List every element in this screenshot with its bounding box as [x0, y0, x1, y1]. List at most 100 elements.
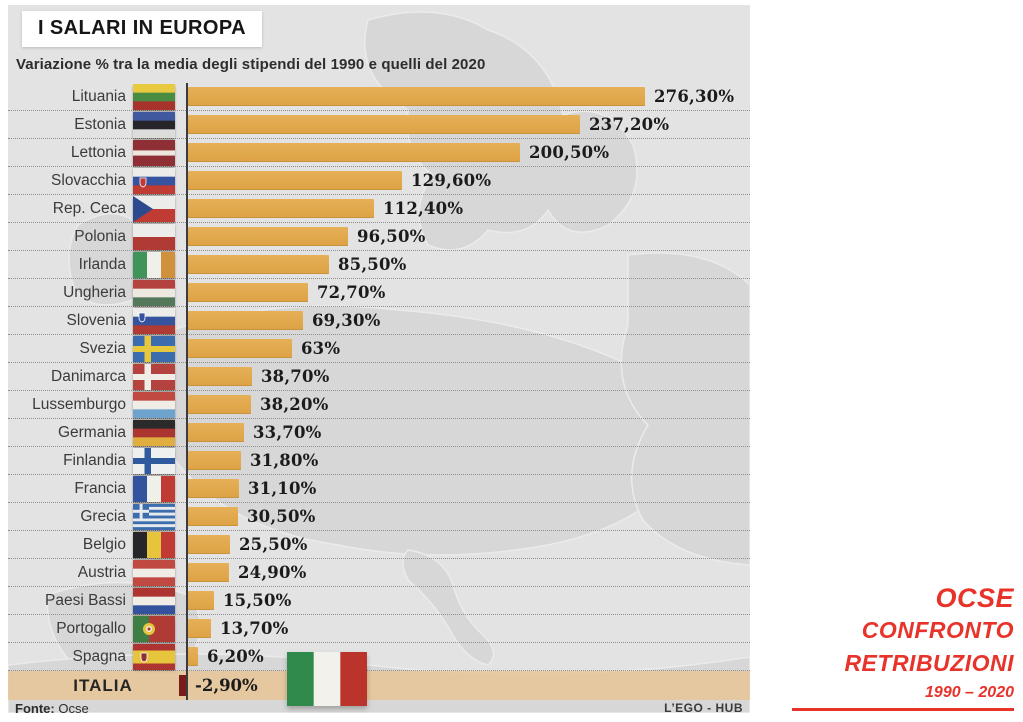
source-value: Ocse — [58, 700, 89, 714]
value-bar — [188, 143, 520, 162]
country-label: Belgio — [82, 536, 126, 553]
flag-icon-portogallo — [133, 615, 175, 642]
value-label: 33,70% — [253, 423, 322, 442]
country-label: Ungheria — [63, 284, 126, 301]
flag-icon-ungheria — [133, 279, 175, 306]
italy-value-label: -2,90% — [195, 676, 258, 695]
value-bar — [188, 535, 230, 554]
value-label: 69,30% — [312, 311, 381, 330]
chart-row-grecia: Grecia 30,50% — [8, 503, 750, 531]
chart-subtitle: Variazione % tra la media degli stipendi… — [16, 56, 486, 73]
country-label: Irlanda — [78, 256, 126, 273]
value-bar — [188, 563, 229, 582]
flag-icon-rep-ceca — [133, 195, 175, 222]
chart-row-germania: Germania 33,70% — [8, 419, 750, 447]
value-label: 85,50% — [338, 255, 407, 274]
chart-row-danimarca: Danimarca 38,70% — [8, 363, 750, 391]
chart-row-spagna: Spagna 6,20% — [8, 643, 750, 671]
value-bar — [188, 647, 198, 666]
value-label: 24,90% — [238, 563, 307, 582]
value-bar — [188, 311, 303, 330]
country-label: Spagna — [72, 648, 126, 665]
italy-highlight-row: ITALIA -2,90% — [8, 671, 750, 700]
value-bar — [188, 283, 308, 302]
chart-row-slovacchia: Slovacchia 129,60% — [8, 167, 750, 195]
value-bar — [188, 115, 580, 134]
source-label: Fonte: — [15, 700, 55, 714]
value-bar — [188, 255, 329, 274]
flag-icon-finlandia — [133, 447, 175, 474]
chart-row-finlandia: Finlandia 31,80% — [8, 447, 750, 475]
value-bar — [188, 87, 645, 106]
flag-icon-spagna — [133, 643, 175, 670]
chart-row-irlanda: Irlanda 85,50% — [8, 251, 750, 279]
country-label: Francia — [74, 480, 126, 497]
flag-icon-lettonia — [133, 139, 175, 166]
value-label: 6,20% — [207, 647, 264, 666]
value-bar — [188, 171, 402, 190]
side-note: OCSE CONFRONTO RETRIBUZIONI 1990 – 2020 — [792, 583, 1014, 711]
country-label: Germania — [57, 424, 126, 441]
flag-icon-danimarca — [133, 363, 175, 390]
chart-title: I SALARI IN EUROPA — [38, 17, 246, 39]
value-bar — [188, 339, 292, 358]
chart-row-paesi-bassi: Paesi Bassi 15,50% — [8, 587, 750, 615]
country-label: Danimarca — [51, 368, 126, 385]
source-note: Fonte: Ocse — [15, 701, 89, 714]
italy-label: ITALIA — [73, 676, 133, 695]
flag-icon-estonia — [133, 111, 175, 138]
value-label: 72,70% — [317, 283, 386, 302]
country-label: Grecia — [80, 508, 126, 525]
flag-icon-slovenia — [133, 307, 175, 334]
flag-icon-slovacchia — [133, 167, 175, 194]
chart-row-slovenia: Slovenia 69,30% — [8, 307, 750, 335]
value-bar — [188, 591, 214, 610]
country-label: Lettonia — [70, 144, 126, 161]
flag-icon-lituania — [133, 83, 175, 110]
flag-icon-lussemburgo — [133, 391, 175, 418]
value-bar — [188, 423, 244, 442]
country-label: Slovacchia — [51, 172, 126, 189]
country-label: Slovenia — [66, 312, 126, 329]
value-label: 13,70% — [220, 619, 289, 638]
chart-row-polonia: Polonia 96,50% — [8, 223, 750, 251]
chart-row-francia: Francia 31,10% — [8, 475, 750, 503]
value-label: 276,30% — [654, 87, 735, 106]
country-label: Lussemburgo — [32, 396, 126, 413]
chart-row-estonia: Estonia 237,20% — [8, 111, 750, 139]
country-label: Svezia — [79, 340, 126, 357]
side-note-years: 1990 – 2020 — [925, 684, 1014, 701]
chart-footer: Fonte: Ocse L’EGO - HUB — [15, 701, 743, 714]
italy-flag-icon — [287, 652, 367, 706]
country-label: Polonia — [74, 228, 126, 245]
value-bar — [188, 479, 239, 498]
flag-icon-irlanda — [133, 251, 175, 278]
side-note-retribuzioni: RETRIBUZIONI — [844, 650, 1014, 676]
flag-icon-svezia — [133, 335, 175, 362]
country-label: Austria — [77, 564, 126, 581]
chart-row-svezia: Svezia 63% — [8, 335, 750, 363]
chart-row-ungheria: Ungheria 72,70% — [8, 279, 750, 307]
value-bar — [188, 619, 211, 638]
value-label: 15,50% — [223, 591, 292, 610]
flag-icon-grecia — [133, 503, 175, 530]
country-label: Portogallo — [56, 620, 126, 637]
axis-line — [186, 83, 188, 700]
value-label: 31,80% — [250, 451, 319, 470]
value-label: 63% — [301, 339, 341, 358]
side-note-ocse: OCSE — [935, 583, 1014, 613]
country-label: Estonia — [74, 116, 126, 133]
italy-negative-bar — [179, 675, 186, 696]
flag-icon-germania — [133, 419, 175, 446]
country-label: Rep. Ceca — [52, 200, 126, 217]
chart-row-rep-ceca: Rep. Ceca 112,40% — [8, 195, 750, 223]
value-label: 25,50% — [239, 535, 308, 554]
chart-title-box: I SALARI IN EUROPA — [22, 11, 262, 47]
bar-rows: Lituania 276,30% Estonia 237,20% Lettonia 200… — [8, 83, 750, 671]
salary-infographic: I SALARI IN EUROPA Variazione % tra la m… — [8, 5, 750, 713]
flag-icon-austria — [133, 559, 175, 586]
flag-icon-paesi-bassi — [133, 587, 175, 614]
country-label: Lituania — [71, 88, 126, 105]
value-label: 129,60% — [411, 171, 492, 190]
chart-row-lettonia: Lettonia 200,50% — [8, 139, 750, 167]
